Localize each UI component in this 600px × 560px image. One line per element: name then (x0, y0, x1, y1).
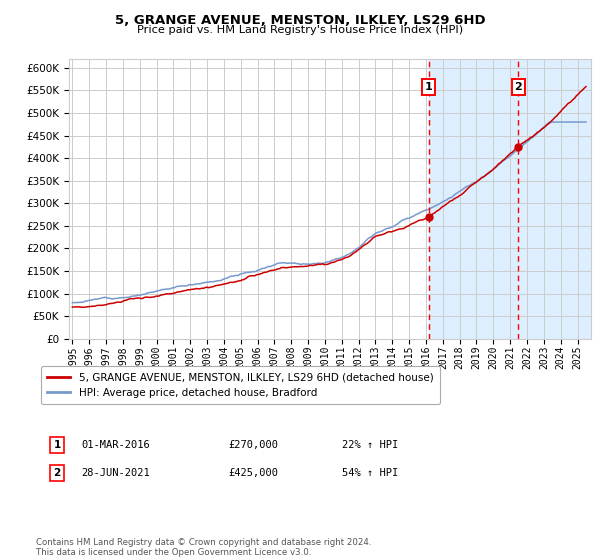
Text: £425,000: £425,000 (228, 468, 278, 478)
Bar (429, 59, 595, 339)
Text: 1: 1 (53, 440, 61, 450)
Text: £270,000: £270,000 (228, 440, 278, 450)
Text: 2: 2 (53, 468, 61, 478)
Text: 1: 1 (425, 82, 433, 92)
Text: 2: 2 (515, 82, 523, 92)
Text: 22% ↑ HPI: 22% ↑ HPI (342, 440, 398, 450)
Legend: 5, GRANGE AVENUE, MENSTON, ILKLEY, LS29 6HD (detached house), HPI: Average price: 5, GRANGE AVENUE, MENSTON, ILKLEY, LS29 … (41, 366, 440, 404)
Text: Price paid vs. HM Land Registry's House Price Index (HPI): Price paid vs. HM Land Registry's House … (137, 25, 463, 35)
Text: 54% ↑ HPI: 54% ↑ HPI (342, 468, 398, 478)
Text: 5, GRANGE AVENUE, MENSTON, ILKLEY, LS29 6HD: 5, GRANGE AVENUE, MENSTON, ILKLEY, LS29 … (115, 14, 485, 27)
Text: 28-JUN-2021: 28-JUN-2021 (81, 468, 150, 478)
Text: Contains HM Land Registry data © Crown copyright and database right 2024.
This d: Contains HM Land Registry data © Crown c… (36, 538, 371, 557)
Text: 01-MAR-2016: 01-MAR-2016 (81, 440, 150, 450)
